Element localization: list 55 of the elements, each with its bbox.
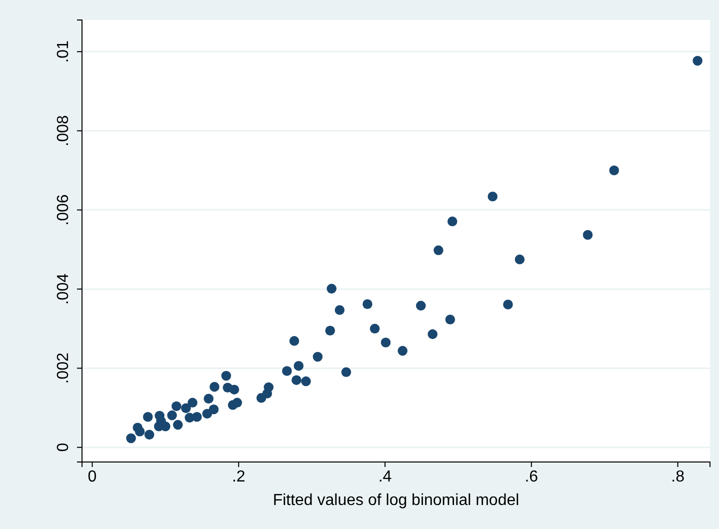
point [126, 433, 136, 444]
point [514, 254, 525, 264]
point [416, 300, 426, 311]
y-tick-label: .006 [55, 194, 72, 226]
point [144, 430, 154, 440]
point [188, 398, 198, 408]
point [282, 366, 292, 376]
point [488, 192, 498, 202]
point [289, 336, 300, 346]
point [428, 329, 438, 340]
x-tick-label: .8 [671, 468, 685, 486]
point [210, 382, 220, 392]
point [292, 375, 302, 385]
point [232, 398, 242, 408]
y-tick-label: .01 [55, 40, 72, 63]
point [334, 305, 345, 315]
point [204, 394, 214, 404]
point [181, 403, 191, 414]
point [362, 299, 372, 309]
point [398, 346, 408, 356]
point [325, 326, 336, 336]
x-axis-title: Fitted values of log binomial model [272, 492, 520, 509]
point [192, 412, 202, 422]
point [229, 384, 240, 394]
point [264, 382, 274, 392]
y-tick-label: 0 [55, 442, 72, 452]
x-tick-label: 0 [88, 468, 97, 486]
point [172, 401, 182, 412]
point [503, 300, 513, 310]
point [172, 420, 183, 430]
point [208, 404, 219, 414]
point [301, 376, 311, 386]
point [692, 56, 702, 66]
point [221, 370, 232, 381]
x-tick-label: .6 [524, 468, 538, 486]
y-tick-label: .002 [55, 352, 72, 384]
point [447, 216, 458, 226]
y-tick-label: .008 [55, 115, 72, 146]
point [341, 367, 352, 378]
point [160, 422, 170, 432]
point [167, 410, 177, 420]
point [582, 230, 593, 240]
point [294, 360, 304, 371]
point [609, 165, 620, 176]
point [445, 314, 456, 324]
point [434, 245, 444, 256]
point [370, 324, 380, 334]
x-tick-label: .2 [232, 468, 246, 486]
point [142, 412, 153, 422]
point [312, 352, 323, 362]
point [134, 426, 145, 436]
y-tick-label: .004 [55, 273, 72, 305]
x-tick-label: .4 [378, 468, 392, 486]
point [380, 338, 391, 348]
point [326, 284, 336, 294]
